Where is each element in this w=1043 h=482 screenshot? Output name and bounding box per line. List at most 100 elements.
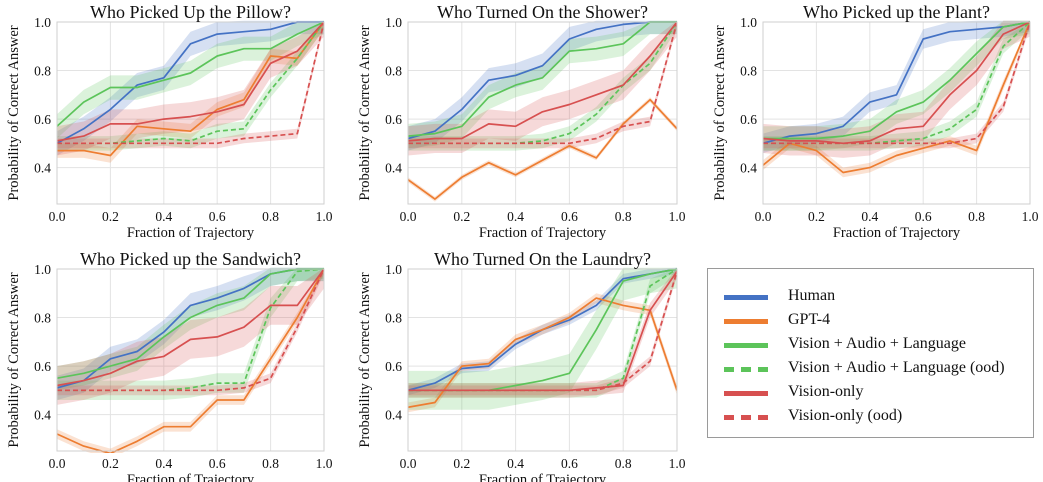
x-tick-label: 1.0: [1022, 209, 1039, 224]
y-tick-label: 1.0: [385, 262, 402, 277]
x-tick-label: 0.8: [262, 456, 279, 471]
x-tick-label: 0.0: [400, 209, 417, 224]
chart-title: Who Picked up the Plant?: [803, 2, 990, 22]
line-vision-only: [57, 21, 324, 142]
line-gpt-4: [408, 297, 677, 409]
y-tick-label: 0.8: [385, 311, 402, 326]
line-gpt-4: [57, 21, 324, 157]
line-vision-only: [57, 268, 324, 387]
band-vision-audio-language-ood: [763, 20, 1030, 151]
chart-title: Who Picked Up the Pillow?: [90, 2, 291, 22]
y-tick-label: 0.4: [740, 161, 757, 176]
x-tick-label: 0.4: [155, 456, 172, 471]
y-tick-label: 0.8: [34, 311, 51, 326]
line-vision-audio-language: [408, 21, 677, 137]
band-vision-only: [57, 20, 324, 156]
x-tick-label: 1.0: [316, 209, 333, 224]
line-vision-only-ood: [57, 268, 324, 392]
plot-frame: [407, 21, 678, 205]
x-tick-label: 0.6: [561, 456, 578, 471]
y-tick-label: 0.8: [385, 64, 402, 79]
series-group: [57, 20, 324, 163]
plot-area: [763, 22, 1030, 204]
line-vision-audio-language: [57, 268, 324, 380]
band-gpt-4: [57, 267, 324, 453]
legend-swatch-val: [724, 343, 768, 348]
plot-area: [408, 22, 677, 204]
y-tick-label: 0.6: [385, 359, 402, 374]
x-tick-label: 0.2: [453, 456, 470, 471]
y-tick-label: 0.4: [34, 161, 51, 176]
x-tick-label: 0.4: [861, 209, 878, 224]
chart-panel-1: 0.0 0.2 0.4 0.6 0.8 1.0 0.4 0.6 0.8 1.0 Who Picked…: [6, 2, 333, 241]
y-tick-label: 0.4: [385, 161, 402, 176]
chart-title: Who Turned On the Laundry?: [434, 249, 651, 269]
y-tick-label: 0.4: [34, 408, 51, 423]
band-vision-audio-language: [57, 267, 324, 391]
y-axis-label: Probability of Correct Answer: [6, 272, 22, 447]
x-tick-label: 0.6: [209, 209, 226, 224]
x-axis-label: Fraction of Trajectory: [479, 472, 607, 482]
x-tick-label: 0.8: [615, 456, 632, 471]
x-axis-label: Fraction of Trajectory: [127, 225, 255, 241]
x-tick-label: 0.4: [507, 209, 524, 224]
x-axis-label: Fraction of Trajectory: [833, 225, 961, 241]
chart-title: Who Picked up the Sandwich?: [80, 249, 301, 269]
line-human: [763, 21, 1030, 145]
x-tick-label: 1.0: [669, 209, 686, 224]
x-tick-label: 0.2: [453, 209, 470, 224]
line-vision-only-ood: [57, 21, 324, 145]
band-vision-only: [408, 267, 677, 398]
x-tick-label: 0.0: [49, 209, 66, 224]
legend-label-val-ood: Vision + Audio + Language (ood): [788, 359, 1005, 376]
x-tick-label: 0.0: [400, 456, 417, 471]
line-vision-only: [408, 21, 677, 142]
plot-frame: [407, 268, 678, 452]
x-tick-label: 0.8: [968, 209, 985, 224]
y-tick-label: 1.0: [34, 262, 51, 277]
x-tick-label: 0.0: [755, 209, 772, 224]
x-axis-label: Fraction of Trajectory: [127, 472, 255, 482]
y-tick-label: 0.6: [740, 112, 757, 127]
y-axis-label: Probability of Correct Answer: [357, 25, 373, 200]
x-tick-label: 0.2: [808, 209, 825, 224]
series-group: [763, 20, 1030, 178]
x-tick-label: 0.6: [561, 209, 578, 224]
line-vision-only-ood: [408, 21, 677, 145]
legend-label-vision-only: Vision-only: [788, 383, 864, 400]
x-tick-label: 0.8: [615, 209, 632, 224]
line-vision-audio-language: [763, 21, 1030, 140]
y-tick-label: 1.0: [740, 15, 757, 30]
band-human: [408, 267, 677, 396]
series-group: [408, 267, 677, 413]
y-axis-label: Probability of Correct Answer: [357, 272, 373, 447]
x-tick-label: 0.2: [102, 456, 119, 471]
legend-swatch-gpt4: [724, 319, 768, 324]
y-axis-label: Probability of Correct Answer: [712, 25, 728, 200]
line-vision-only-ood: [408, 271, 677, 392]
band-vision-audio-language-ood: [57, 20, 324, 151]
band-gpt-4: [408, 293, 677, 413]
legend: Human GPT-4 Vision + Audio + Language Vi…: [707, 268, 1034, 438]
y-tick-label: 0.8: [34, 64, 51, 79]
chart-panel-3: 0.0 0.2 0.4 0.6 0.8 1.0 0.4 0.6 0.8 1.0 Who Picked…: [712, 2, 1039, 241]
band-human: [57, 20, 324, 156]
band-human: [763, 20, 1030, 153]
x-tick-label: 0.4: [155, 209, 172, 224]
legend-swatch-vision-only: [724, 391, 768, 396]
x-tick-label: 1.0: [669, 456, 686, 471]
x-axis-label: Fraction of Trajectory: [479, 225, 607, 241]
legend-swatch-human: [724, 295, 768, 300]
y-tick-label: 1.0: [34, 15, 51, 30]
x-tick-label: 0.6: [915, 209, 932, 224]
band-vision-audio-language: [408, 20, 677, 149]
band-vision-only: [57, 267, 324, 405]
band-gpt-4: [57, 20, 324, 163]
band-human: [408, 20, 677, 151]
x-tick-label: 0.0: [49, 456, 66, 471]
band-vision-audio-language: [408, 267, 677, 410]
chart-panel-5: 0.0 0.2 0.4 0.6 0.8 1.0 0.4 0.6 0.8 1.0 Who Turned…: [357, 249, 686, 482]
line-gpt-4: [408, 98, 677, 200]
